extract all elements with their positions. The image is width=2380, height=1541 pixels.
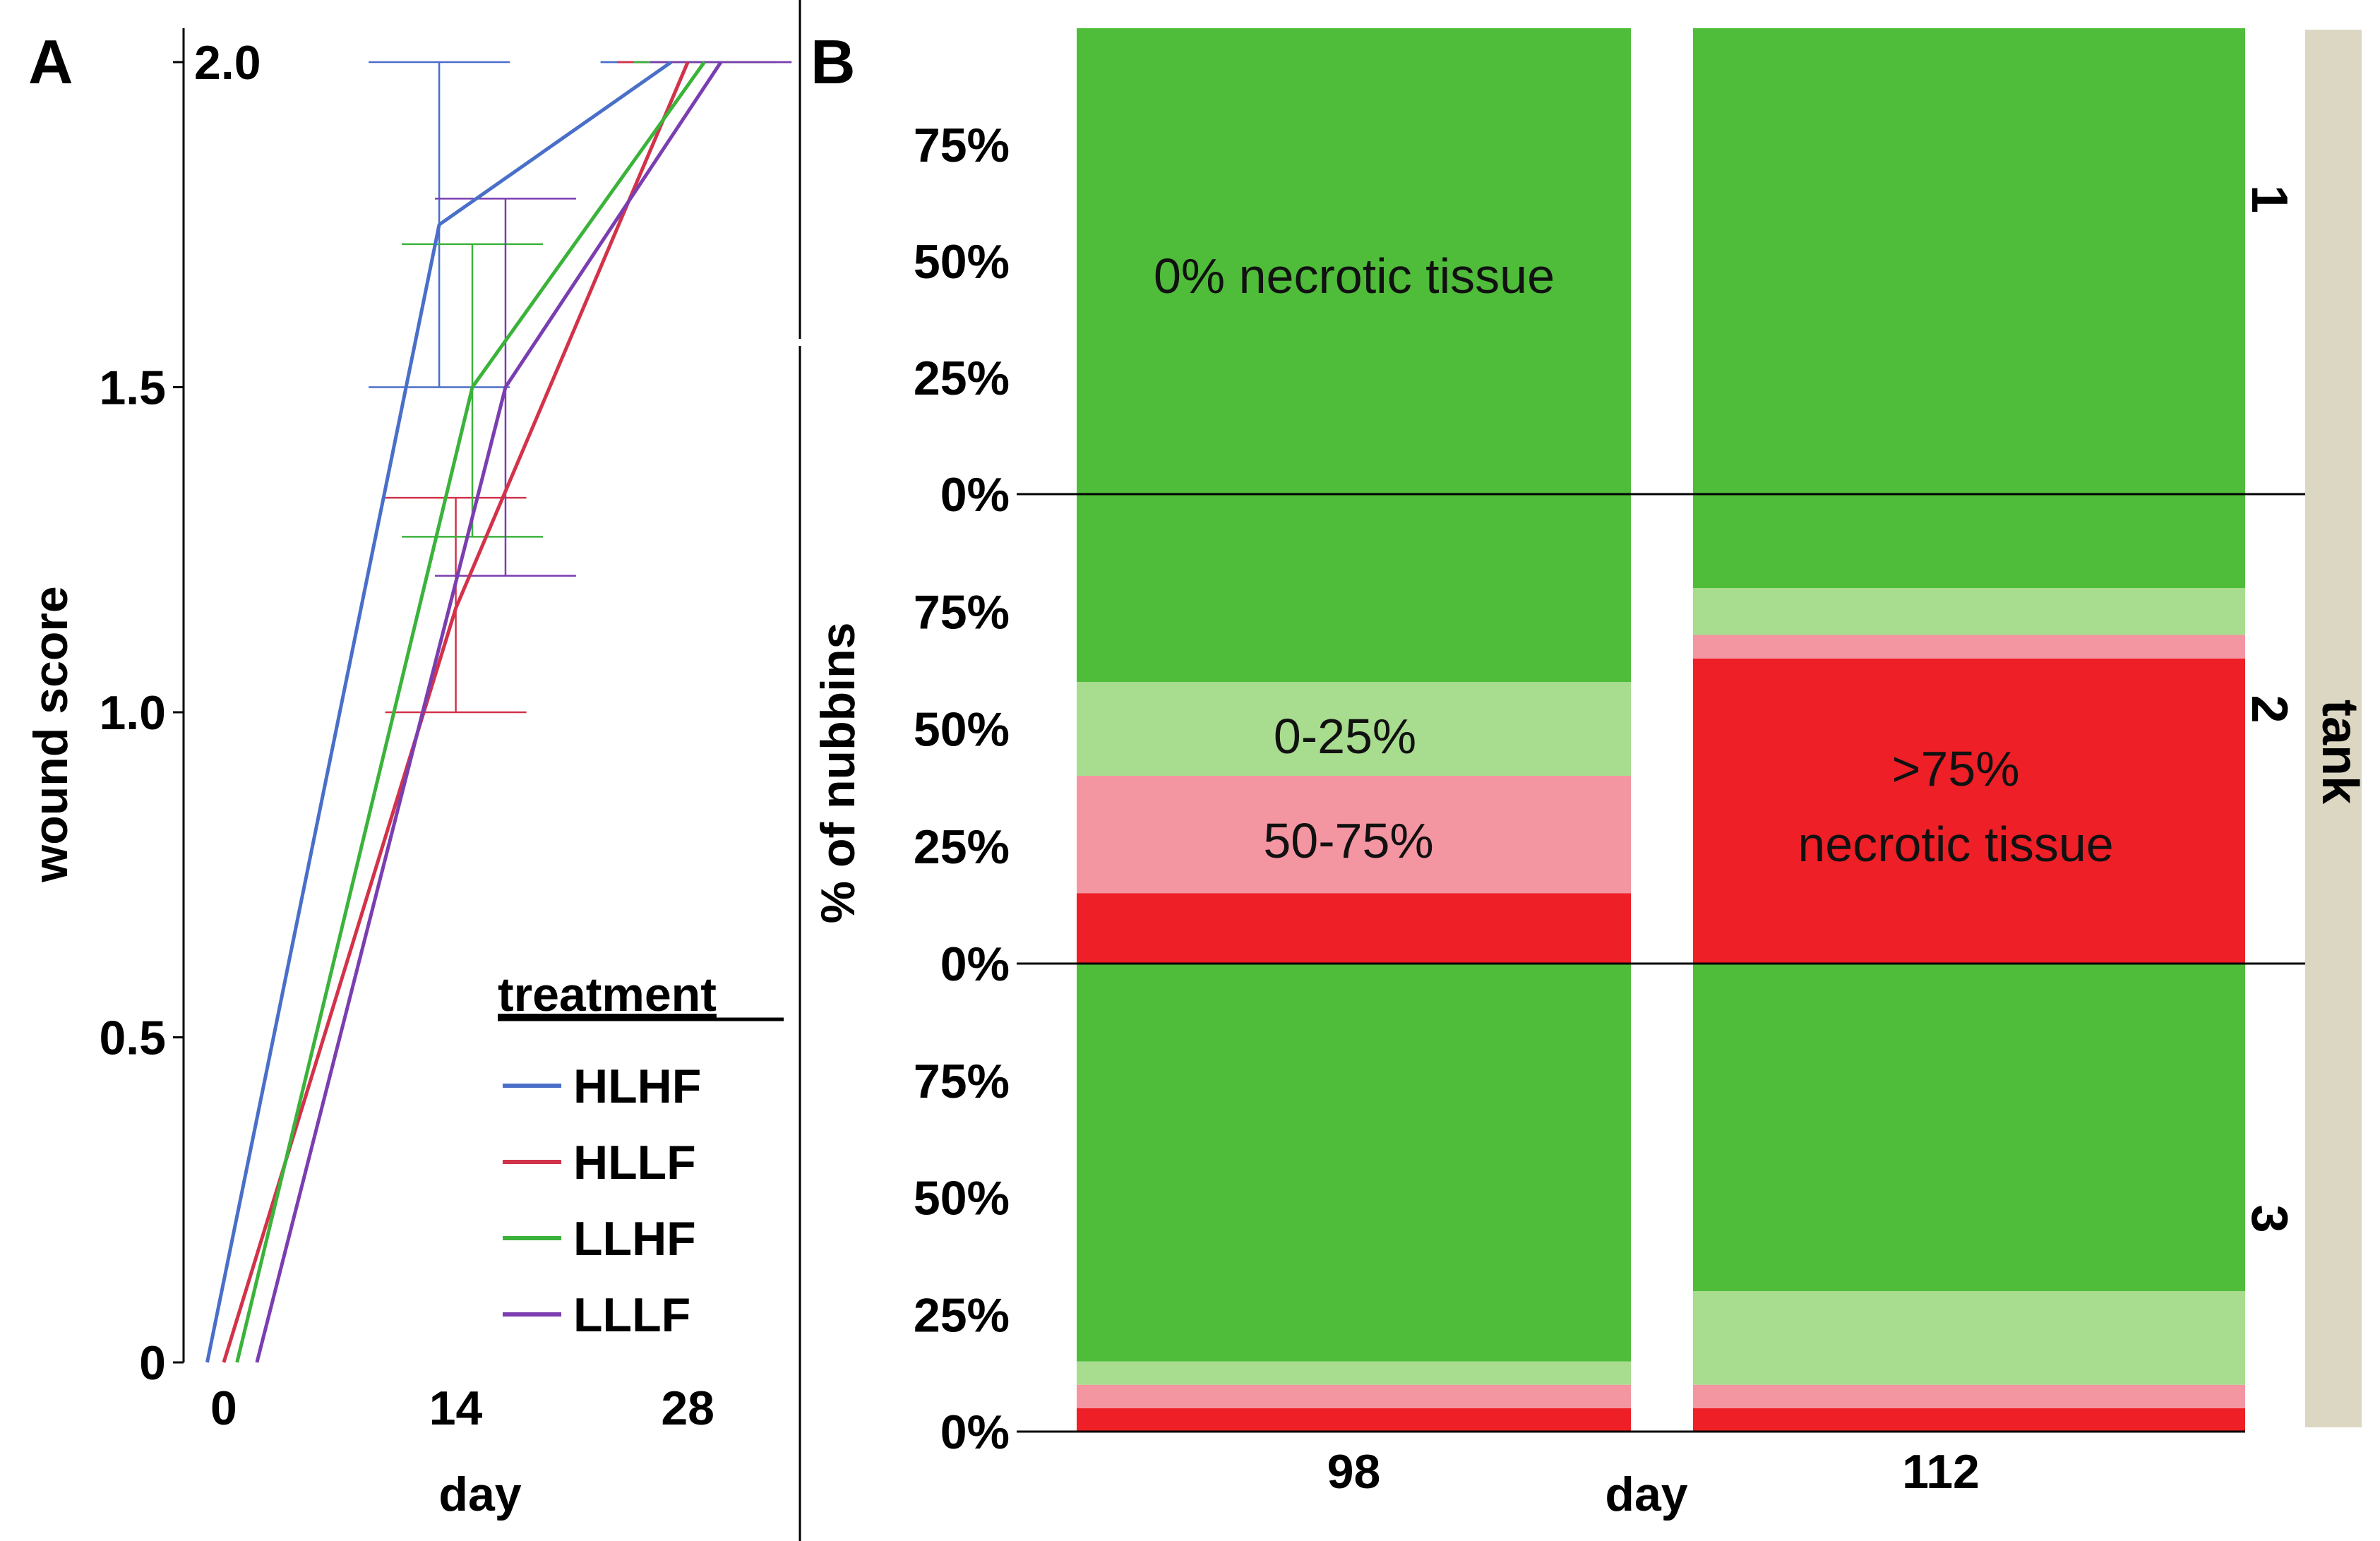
annotation-50-75: 50-75% (1263, 813, 1433, 868)
b-y-tick-label: 75% (914, 119, 1010, 172)
bar-segment-tank2-day98-none (1077, 494, 1631, 682)
b-y-tick-label: 25% (914, 1288, 1010, 1342)
annotation-gt75: >75% (1892, 741, 2020, 796)
b-y-tick-label: 25% (914, 820, 1010, 874)
b-y-tick-label: 75% (914, 585, 1010, 639)
b-y-tick-label: 50% (914, 1172, 1010, 1225)
bar-segment-tank1-day98-none (1077, 28, 1631, 494)
bar-segment-tank1-day112-none (1693, 28, 2245, 494)
panel-b-bars (1077, 28, 2245, 1432)
b-y-tick-label: 0% (940, 468, 1010, 522)
series-line-LLHF (235, 61, 706, 1363)
bar-segment-tank3-day98-high (1077, 1408, 1631, 1432)
facet-label-tank1: 1 (2241, 185, 2297, 213)
bar-segment-tank3-day112-low (1693, 1291, 2245, 1385)
panel-b-y-label: % of nubbins (811, 623, 865, 924)
panel-b-facets: 1 2 3 (1017, 30, 2362, 1433)
annotation-necrotic-tissue: necrotic tissue (1798, 817, 2113, 872)
facet-label-tank3: 3 (2241, 1204, 2297, 1233)
a-y-tick-label: 1.0 (99, 686, 166, 740)
b-y-tick-label: 50% (914, 235, 1010, 289)
a-y-tick-label: 1.5 (99, 361, 166, 415)
panel-b: B 0% 25% 50% 75% 0% 25% 50% 75% 0% 25% 50% 75% 98 112… (811, 27, 2368, 1521)
annotation-0-25: 0-25% (1274, 709, 1416, 764)
facet-label-tank2: 2 (2241, 695, 2297, 723)
legend-label-LLLF: LLLF (573, 1288, 690, 1342)
a-y-tick-label: 2.0 (194, 36, 261, 90)
b-y-tick-label: 50% (914, 703, 1010, 757)
bar-segment-tank3-day98-low (1077, 1361, 1631, 1385)
panel-a-error-bars (369, 61, 792, 714)
legend-title: treatment (498, 968, 717, 1021)
panel-a-legend: treatment HLHF HLLF LLHF LLLF (498, 968, 784, 1342)
series-line-HLHF (205, 60, 673, 1363)
panel-a-letter: A (28, 27, 73, 97)
legend-label-HLLF: HLLF (573, 1136, 696, 1189)
facet-strip (2305, 30, 2362, 1427)
a-x-tick-label: 28 (661, 1381, 714, 1435)
series-line-LLLF (255, 61, 723, 1363)
b-y-tick-label: 25% (914, 352, 1010, 405)
a-x-tick-label: 0 (210, 1381, 237, 1435)
bar-segment-tank2-day98-high (1077, 893, 1631, 964)
annotation-tank1: 0% necrotic tissue (1154, 248, 1555, 304)
bar-segment-tank3-day112-high (1693, 1408, 2245, 1432)
series-line-HLLF (222, 61, 690, 1363)
b-x-tick-label: 98 (1327, 1445, 1381, 1499)
bar-segment-tank3-day98-mid (1077, 1384, 1631, 1408)
bar-segment-tank2-day98-mid (1077, 776, 1631, 894)
b-y-tick-label: 0% (940, 1405, 1010, 1459)
legend-label-LLHF: LLHF (573, 1212, 696, 1266)
panel-a-frame (182, 0, 801, 1541)
a-y-tick-label: 0.5 (99, 1012, 166, 1065)
panel-b-annotations: 0% necrotic tissue 0-25% 50-75% >75% nec… (1154, 248, 2114, 872)
bar-segment-tank3-day98-none (1077, 964, 1631, 1362)
a-y-tick-label: 0 (139, 1336, 166, 1390)
bar-segment-tank2-day112-high (1693, 658, 2245, 964)
panel-a-ticks: 0 0.5 1.0 1.5 2.0 0 14 28 (99, 36, 714, 1435)
bar-segment-tank3-day112-mid (1693, 1384, 2245, 1408)
facet-title-tank: tank (2312, 700, 2368, 805)
panel-b-x-label: day (1605, 1468, 1687, 1521)
bar-segment-tank2-day112-none (1693, 494, 2245, 588)
b-y-tick-label: 75% (914, 1055, 1010, 1108)
bar-segment-tank2-day112-low (1693, 588, 2245, 635)
a-x-tick-label: 14 (429, 1381, 483, 1435)
bar-segment-tank2-day112-mid (1693, 635, 2245, 659)
panel-a-y-label: wound score (24, 586, 78, 882)
bar-segment-tank2-day98-low (1077, 682, 1631, 776)
panel-a-lines (205, 60, 723, 1363)
panel-b-ticks: 0% 25% 50% 75% 0% 25% 50% 75% 0% 25% 50% 75% 98 112 (914, 119, 1980, 1499)
b-x-tick-label: 112 (1902, 1445, 1980, 1499)
panel-a: A 0 0.5 1.0 1.5 2.0 0 14 28 day wound score tre… (24, 0, 801, 1541)
panel-b-letter: B (811, 27, 856, 97)
b-y-tick-label: 0% (940, 937, 1010, 991)
panel-a-x-label: day (438, 1468, 521, 1521)
legend-label-HLHF: HLHF (573, 1060, 701, 1113)
bar-segment-tank3-day112-none (1693, 964, 2245, 1292)
